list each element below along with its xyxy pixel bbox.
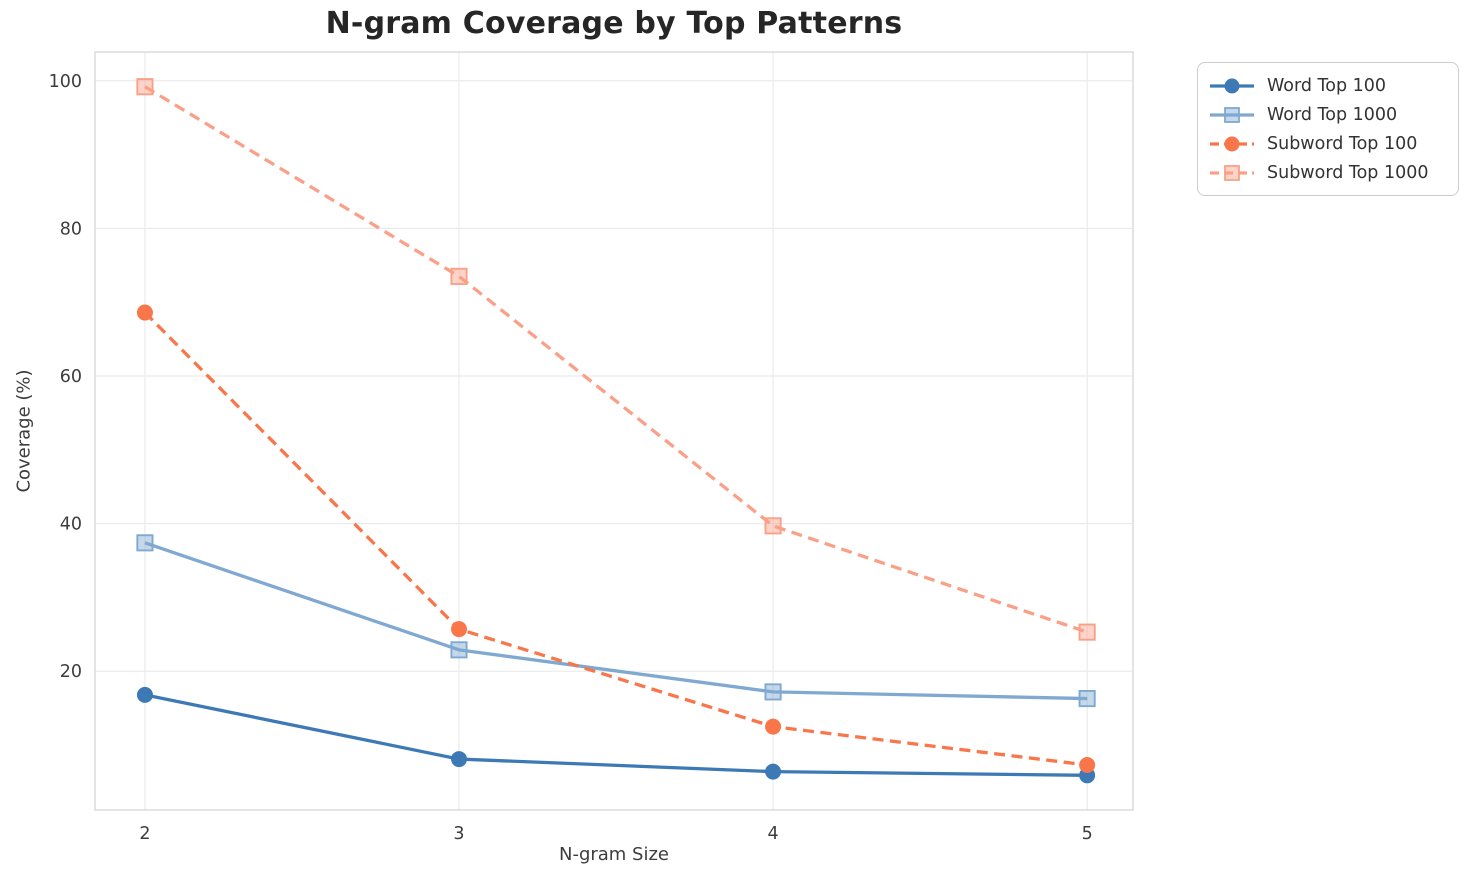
marker-circle-0 [136,686,153,703]
x-tick-label: 4 [768,824,779,844]
x-tick-label: 3 [453,824,464,844]
y-tick-label: 20 [60,662,82,682]
legend-label: Word Top 100 [1267,75,1387,96]
legend-label: Word Top 1000 [1267,104,1398,125]
x-tick-label: 2 [139,824,150,844]
x-axis-label: N-gram Size [558,844,670,865]
legend-label: Subword Top 1000 [1267,162,1429,183]
marker-square-1 [764,683,782,701]
marker-square-3 [136,78,154,96]
y-tick-label: 60 [60,367,82,387]
marker-circle-2 [765,718,782,735]
marker-circle-2 [451,621,468,638]
series-line-3 [144,85,1088,634]
legend-item: Subword Top 100 [1208,129,1446,158]
x-tick-label: 5 [1082,824,1093,844]
series-line-0 [144,693,1088,777]
legend-item: Subword Top 1000 [1208,158,1446,187]
dashed-line-circle-marker-icon [1210,136,1254,151]
series-line-2 [143,311,1088,767]
solid-line-square-marker-icon [1210,106,1254,123]
marker-circle-2 [136,304,153,321]
legend-item: Word Top 100 [1208,71,1446,100]
marker-circle-2 [1079,756,1096,773]
series-line-1 [144,541,1088,701]
legend-item: Word Top 1000 [1208,100,1446,129]
marker-square-3 [450,267,468,285]
chart-title: N-gram Coverage by Top Patterns [325,6,903,41]
marker-square-3 [1078,623,1096,641]
y-tick-label: 80 [60,219,82,239]
dashed-line-square-marker-icon [1210,164,1254,181]
legend-label: Subword Top 100 [1267,133,1418,154]
marker-square-1 [1078,690,1096,708]
legend: Word Top 100 Word Top 1000 Subword Top 100… [1197,62,1459,196]
solid-line-circle-marker-icon [1210,78,1254,93]
marker-square-3 [764,517,782,535]
marker-circle-0 [765,763,782,780]
marker-square-1 [450,641,468,659]
y-tick-label: 100 [49,72,82,92]
axes-frame [94,51,1134,811]
marker-circle-0 [451,751,468,768]
y-tick-label: 40 [60,515,82,535]
marker-square-1 [136,534,154,552]
